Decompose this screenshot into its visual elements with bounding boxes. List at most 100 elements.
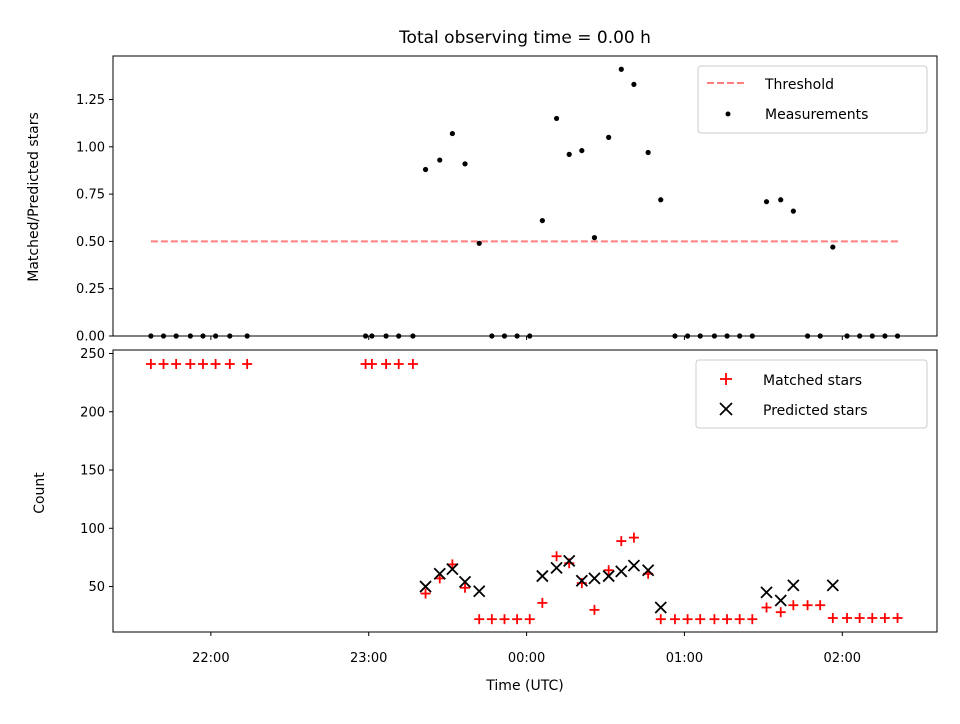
bottom-axes-frame bbox=[112, 349, 938, 633]
measurement-point bbox=[631, 81, 637, 87]
matched-star-point bbox=[695, 614, 706, 625]
matched-star-point bbox=[447, 559, 458, 570]
bottom-plot-area bbox=[145, 358, 903, 625]
bottom-y-tick-label: 100 bbox=[80, 522, 105, 537]
matched-star-point bbox=[854, 613, 865, 624]
matched-star-point bbox=[499, 614, 510, 625]
predicted-star-point bbox=[602, 569, 615, 583]
matched-star-point bbox=[603, 565, 614, 576]
matched-star-point bbox=[669, 614, 680, 625]
bottom-y-tick-label: 50 bbox=[88, 580, 105, 595]
matched-star-point bbox=[393, 358, 404, 369]
matched-star-point bbox=[420, 588, 431, 599]
matched-star-point bbox=[747, 614, 758, 625]
matched-star-point bbox=[682, 614, 693, 625]
predicted-star-point bbox=[641, 564, 655, 577]
bottom-legend: Matched stars Predicted stars bbox=[695, 359, 928, 429]
top-y-tick-label: 0.25 bbox=[76, 282, 105, 297]
predicted-star-point bbox=[550, 561, 563, 575]
matched-star-point bbox=[145, 358, 156, 369]
top-legend: Threshold Measurements bbox=[697, 65, 928, 134]
measurement-point bbox=[591, 235, 598, 241]
bottom-x-tick-label: 00:00 bbox=[508, 651, 545, 666]
top-y-tick-label: 1.00 bbox=[76, 140, 105, 155]
measurement-point bbox=[437, 157, 443, 163]
legend-matched-swatch bbox=[720, 373, 732, 385]
legend-predicted-label: Predicted stars bbox=[763, 403, 868, 419]
top-y-tick-label: 0.75 bbox=[76, 188, 105, 203]
matched-star-point bbox=[210, 358, 221, 369]
bottom-x-tick-label: 22:00 bbox=[192, 651, 229, 666]
bottom-x-ticks: 22:00 23:00 00:00 01:00 02:00 bbox=[192, 632, 861, 666]
top-y-tick-label: 1.25 bbox=[76, 93, 105, 108]
measurement-point bbox=[763, 199, 770, 205]
top-y-axis-label: Matched/Predicted stars bbox=[26, 112, 42, 282]
top-x-tick-marks bbox=[210, 336, 843, 340]
measurement-point bbox=[476, 240, 482, 246]
bottom-y-ticks: 50 100 150 200 250 bbox=[80, 347, 113, 595]
predicted-star-point bbox=[575, 574, 588, 587]
legend-predicted-swatch bbox=[719, 402, 733, 416]
bottom-panel: Count Time (UTC) 50 100 150 200 250 22:00 23:… bbox=[32, 347, 938, 694]
top-panel: Total observing time = 0.00 h Matched/Pr… bbox=[26, 28, 938, 345]
matched-star-point bbox=[185, 358, 196, 369]
matched-star-point bbox=[407, 358, 418, 369]
predicted-star-point bbox=[627, 559, 641, 572]
legend-matched-label: Matched stars bbox=[763, 373, 862, 389]
matched-star-point bbox=[709, 614, 720, 625]
predicted-star-point bbox=[473, 585, 486, 598]
predicted-star-point bbox=[654, 601, 667, 614]
measurement-point bbox=[422, 166, 429, 173]
measurement-point bbox=[645, 149, 651, 156]
bottom-legend-box bbox=[695, 359, 928, 429]
predicted-star-point bbox=[826, 579, 839, 592]
top-legend-box bbox=[697, 65, 928, 134]
bottom-x-tick-label: 01:00 bbox=[666, 651, 703, 666]
bottom-x-tick-label: 02:00 bbox=[824, 651, 861, 666]
measurement-point bbox=[658, 197, 664, 203]
bottom-x-tick-label: 23:00 bbox=[350, 651, 387, 666]
measurement-point bbox=[790, 208, 796, 214]
matched-star-point bbox=[761, 602, 772, 613]
matched-star-point bbox=[722, 614, 733, 625]
bottom-y-tick-label: 200 bbox=[80, 405, 105, 420]
matched-star-point bbox=[551, 551, 562, 562]
measurement-point bbox=[553, 115, 560, 122]
matched-star-point bbox=[366, 358, 377, 369]
measurement-point bbox=[539, 217, 545, 224]
matched-star-point bbox=[460, 582, 471, 593]
matched-star-point bbox=[616, 536, 627, 547]
bottom-y-tick-label: 250 bbox=[80, 347, 105, 362]
predicted-star-point bbox=[433, 567, 446, 580]
top-y-ticks: 0.00 0.25 0.50 0.75 1.00 1.25 bbox=[76, 93, 113, 345]
matched-star-point bbox=[537, 597, 548, 608]
matched-star-point bbox=[628, 532, 639, 543]
predicted-star-point bbox=[536, 569, 549, 583]
measurement-point bbox=[449, 130, 455, 137]
bottom-y-tick-label: 150 bbox=[80, 464, 105, 479]
matched-star-point bbox=[224, 358, 235, 369]
matched-star-point bbox=[842, 613, 853, 624]
measurement-point bbox=[618, 66, 624, 72]
matched-star-point bbox=[815, 600, 826, 611]
matched-star-point bbox=[655, 614, 666, 625]
matched-star-point bbox=[802, 600, 813, 611]
matched-star-point bbox=[474, 614, 485, 625]
predicted-star-point bbox=[760, 586, 773, 599]
predicted-star-point bbox=[774, 594, 787, 607]
predicted-star-point bbox=[787, 579, 800, 592]
bottom-x-axis-label: Time (UTC) bbox=[485, 678, 563, 694]
matched-star-point bbox=[381, 358, 392, 369]
matched-star-point bbox=[867, 613, 878, 624]
predicted-star-point bbox=[458, 575, 472, 589]
matched-star-point bbox=[171, 358, 182, 369]
top-chart-title: Total observing time = 0.00 h bbox=[398, 28, 651, 48]
predicted-star-point bbox=[615, 565, 628, 578]
top-y-tick-label: 0.50 bbox=[76, 235, 105, 250]
legend-threshold-label: Threshold bbox=[764, 77, 834, 93]
predicted-star-point bbox=[588, 572, 601, 585]
matched-star-point bbox=[524, 614, 535, 625]
matched-star-point bbox=[434, 573, 445, 584]
top-y-tick-label: 0.00 bbox=[76, 330, 105, 345]
